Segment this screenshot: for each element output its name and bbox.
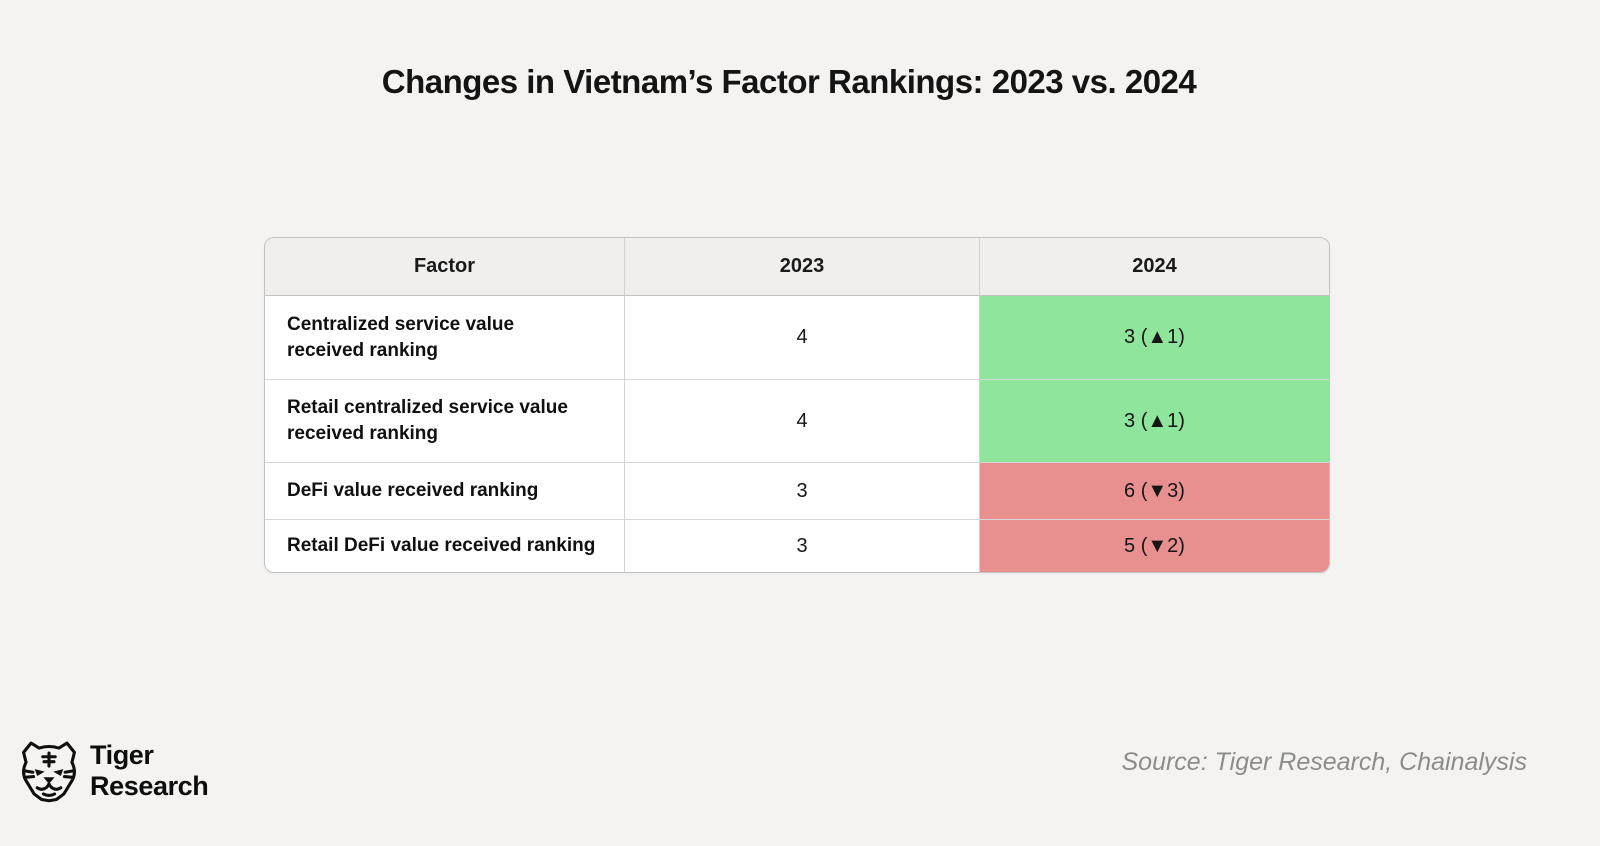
rank-2024-cell: 5 (▼2) <box>980 519 1329 572</box>
table-row: DeFi value received ranking 3 6 (▼3) <box>265 462 1329 519</box>
table-row: Centralized service value received ranki… <box>265 296 1329 379</box>
column-header-2023: 2023 <box>625 238 980 296</box>
page-title: Changes in Vietnam’s Factor Rankings: 20… <box>381 63 1197 100</box>
tiger-research-logo: Tiger Research <box>18 738 209 804</box>
rank-2024-cell: 3 (▲1) <box>980 379 1329 462</box>
source-attribution: Source: Tiger Research, Chainalysis <box>1121 748 1527 776</box>
logo-wordmark: Tiger Research <box>90 740 209 802</box>
rankings-table-card: Factor 2023 2024 Centralized service val… <box>264 237 1330 573</box>
column-header-factor: Factor <box>265 238 625 296</box>
logo-text-line2: Research <box>90 771 209 801</box>
tiger-head-icon <box>22 741 76 803</box>
rank-2023-cell: 3 <box>625 519 980 572</box>
table-row: Retail DeFi value received ranking 3 5 (… <box>265 519 1329 572</box>
table-header-row: Factor 2023 2024 <box>265 238 1329 296</box>
rank-2024-cell: 3 (▲1) <box>980 296 1329 379</box>
rank-2023-cell: 4 <box>625 296 980 379</box>
rankings-table: Factor 2023 2024 Centralized service val… <box>265 238 1329 572</box>
factor-cell: Retail DeFi value received ranking <box>265 519 625 572</box>
factor-cell: Retail centralized service value receive… <box>265 379 625 462</box>
factor-cell: DeFi value received ranking <box>265 462 625 519</box>
logo-text-line1: Tiger <box>90 740 154 770</box>
factor-cell: Centralized service value received ranki… <box>265 296 625 379</box>
rank-2023-cell: 4 <box>625 379 980 462</box>
rank-2023-cell: 3 <box>625 462 980 519</box>
rank-2024-cell: 6 (▼3) <box>980 462 1329 519</box>
table-row: Retail centralized service value receive… <box>265 379 1329 462</box>
column-header-2024: 2024 <box>980 238 1329 296</box>
